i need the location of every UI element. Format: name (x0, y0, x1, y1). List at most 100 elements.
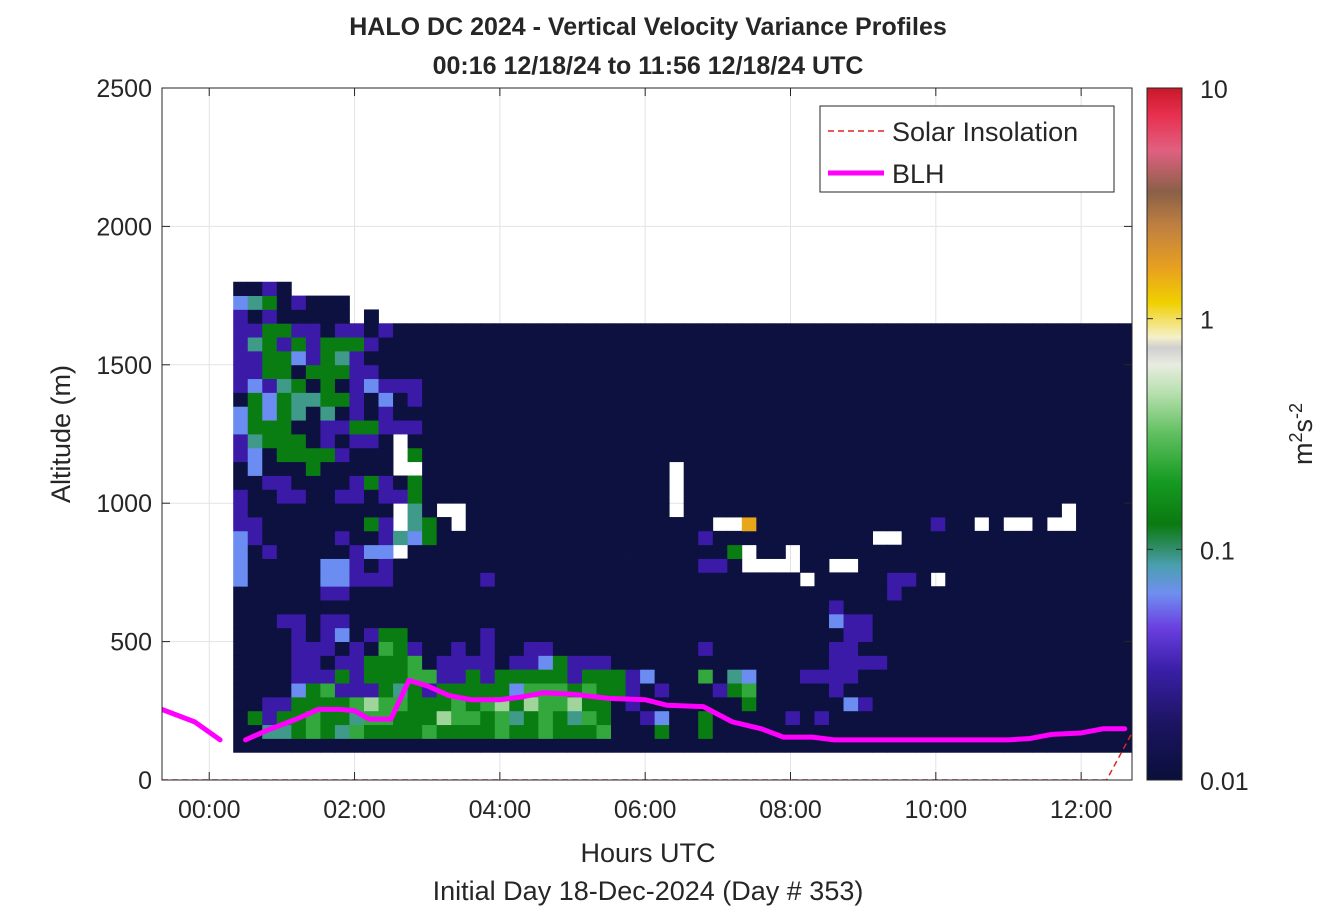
heatmap-cell (1280, 586, 1295, 600)
heatmap-cell (1192, 365, 1207, 379)
heatmap-cell (945, 558, 961, 573)
heatmap-cell (1250, 434, 1265, 448)
heatmap-cell (363, 613, 379, 629)
heatmap-cell (1119, 544, 1132, 559)
heatmap-cell (291, 655, 307, 670)
heatmap-cell (233, 364, 249, 380)
heatmap-cell (276, 378, 292, 393)
heatmap-cell (233, 683, 249, 698)
heatmap-cell (233, 613, 249, 629)
heatmap-cell (567, 517, 583, 532)
heatmap-cell (349, 350, 365, 366)
heatmap-cell (1017, 323, 1033, 338)
heatmap-cell (291, 392, 307, 407)
heatmap-cell (611, 641, 626, 656)
legend-blh-label: BLH (892, 159, 945, 189)
heatmap-cell (596, 710, 612, 726)
heatmap-cell (363, 489, 379, 504)
heatmap-cell (596, 489, 612, 504)
heatmap-cell (625, 461, 641, 476)
heatmap-cell (247, 281, 263, 296)
heatmap-cell (262, 641, 278, 656)
heatmap-cell (334, 420, 350, 435)
heatmap-cell (1236, 628, 1251, 642)
heatmap-cell (1003, 600, 1019, 615)
heatmap-cell (523, 669, 539, 684)
heatmap-cell (669, 669, 685, 684)
heatmap-cell (1046, 641, 1062, 656)
heatmap-cell (930, 641, 946, 656)
heatmap-cell (494, 544, 510, 559)
heatmap-cell (494, 420, 510, 435)
heatmap-cell (872, 378, 888, 393)
heatmap-cell (393, 627, 408, 642)
heatmap-cell (683, 669, 699, 684)
heatmap-cell (959, 696, 975, 712)
heatmap-cell (625, 544, 641, 559)
heatmap-cell (727, 364, 743, 380)
heatmap-cell (945, 378, 961, 393)
heatmap-cell (974, 641, 990, 656)
colorbar-tick-label: 10 (1200, 76, 1228, 104)
heatmap-cell (393, 558, 408, 573)
heatmap-cell (1076, 613, 1091, 629)
heatmap-cell (770, 544, 786, 559)
heatmap-cell (785, 364, 801, 380)
heatmap-cell (567, 447, 583, 463)
heatmap-cell (276, 503, 292, 518)
heatmap-cell (930, 475, 946, 490)
heatmap-cell (756, 337, 772, 352)
heatmap-cell (698, 364, 714, 380)
heatmap-cell (436, 475, 452, 490)
heatmap-cell (858, 434, 873, 449)
heatmap-cell (1003, 641, 1019, 656)
heatmap-cell (887, 378, 903, 393)
heatmap-cell (1105, 655, 1121, 670)
heatmap-cell (1207, 503, 1222, 517)
heatmap-cell (363, 627, 379, 642)
heatmap-cell (1192, 420, 1207, 434)
heatmap-cell (683, 627, 699, 642)
heatmap-cell (334, 447, 350, 463)
heatmap-cell (407, 434, 423, 449)
heatmap-cell (974, 337, 990, 352)
heatmap-cell (538, 323, 554, 338)
x-tick-label: 12:00 (1050, 796, 1113, 824)
heatmap-cell (974, 586, 990, 601)
heatmap-cell (843, 683, 859, 698)
heatmap-cell (305, 613, 321, 629)
heatmap-cell (669, 392, 685, 407)
heatmap-cell (523, 710, 539, 726)
heatmap-cell (785, 392, 801, 407)
heatmap-cell (654, 710, 670, 726)
heatmap-cell (407, 378, 423, 393)
heatmap-cell (814, 530, 830, 546)
heatmap-cell (770, 517, 786, 532)
heatmap-cell (945, 530, 961, 546)
heatmap-cell (727, 503, 743, 518)
heatmap-cell (1061, 641, 1077, 656)
heatmap-cell (785, 696, 801, 712)
heatmap-cell (538, 392, 554, 407)
heatmap-cell (233, 530, 249, 546)
heatmap-cell (262, 406, 278, 421)
heatmap-cell (422, 710, 438, 726)
heatmap-cell (1119, 475, 1132, 490)
heatmap-cell (494, 655, 510, 670)
heatmap-cell (233, 724, 249, 739)
heatmap-cell (363, 530, 379, 546)
heatmap-cell (509, 378, 525, 393)
heatmap-cell (698, 447, 714, 463)
heatmap-cell (785, 489, 801, 504)
heatmap-cell (262, 475, 278, 490)
heatmap-cell (625, 364, 641, 380)
heatmap-cell (494, 558, 510, 573)
heatmap-cell (741, 378, 757, 393)
heatmap-cell (422, 572, 438, 587)
heatmap-cell (1076, 406, 1091, 421)
heatmap-cell (276, 669, 292, 684)
heatmap-cell (727, 572, 743, 587)
heatmap-cell (1061, 447, 1077, 463)
heatmap-cell (291, 738, 307, 753)
heatmap-cell (712, 544, 728, 559)
